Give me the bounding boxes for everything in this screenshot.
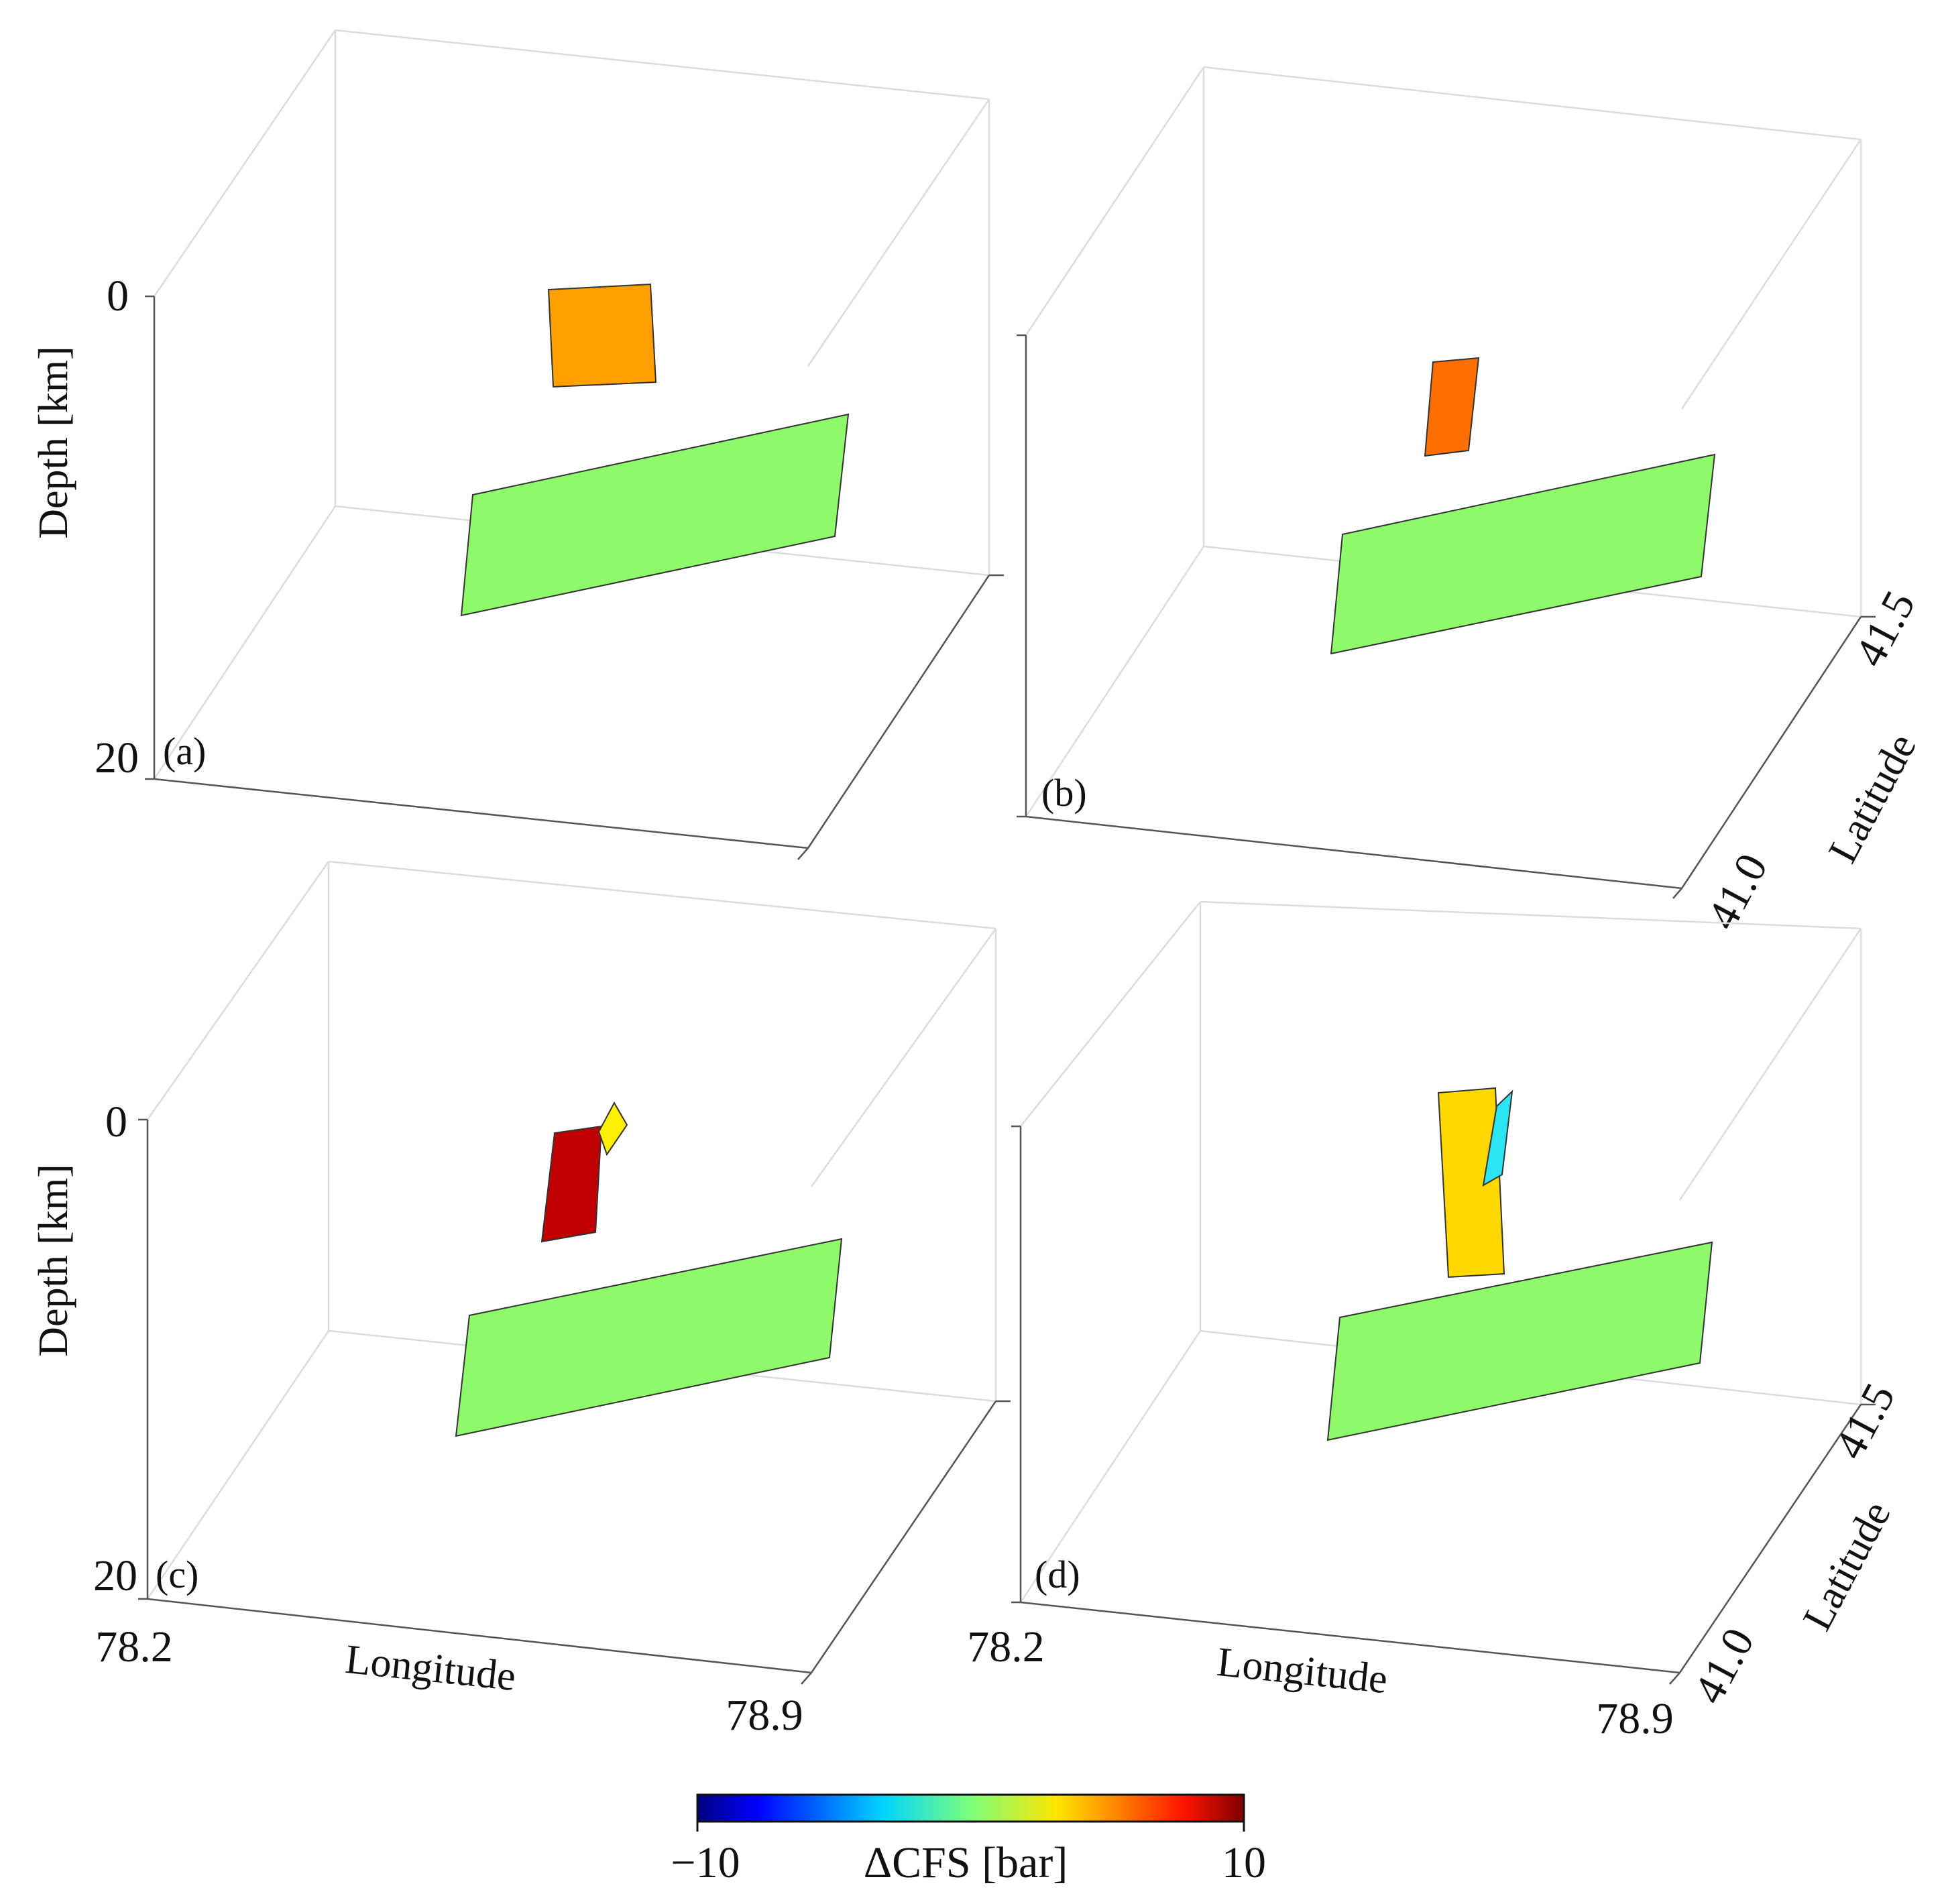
panel-d-lat-tick-41-0: 41.0 [1684, 1620, 1764, 1712]
panel-d-receiver-fault-branch [1482, 1089, 1513, 1187]
panel-c-label: (c) [156, 1553, 198, 1596]
panel-d-receiver-fault-main [1437, 1087, 1505, 1278]
colorbar-max-label: 10 [1222, 1838, 1266, 1887]
panel-b-box [1025, 66, 1862, 817]
panel-a-depth-tick-0: 0 [107, 272, 129, 320]
panel-b-axes [1017, 334, 1876, 899]
panel-a-receiver-fault [547, 283, 657, 388]
panel-c-ylabel: Depth [km] [31, 1164, 76, 1357]
colorbar-gradient [696, 1793, 1245, 1823]
panel-d-axes [1011, 1125, 1876, 1685]
panel-c-source-fault [455, 1238, 843, 1437]
panel-b: (b) 41.5 41.0 Latitude [1017, 66, 1925, 937]
panel-d-lon-tick-78-9: 78.9 [1596, 1694, 1674, 1743]
panel-b-lat-label: Latitude [1820, 726, 1925, 870]
panel-d-lat-tick-41-5: 41.5 [1825, 1376, 1905, 1467]
panel-d-xlabel: Longitude [1215, 1639, 1390, 1702]
panel-c-depth-tick-20: 20 [93, 1551, 137, 1600]
panel-d-label: (d) [1035, 1553, 1080, 1596]
colorbar-title: ΔCFS [bar] [864, 1838, 1068, 1887]
panel-c-lon-tick-78-2: 78.2 [95, 1622, 173, 1671]
panel-c-depth-tick-0: 0 [105, 1097, 127, 1146]
panel-d: (d) 78.2 78.9 Longitude 41.5 41.0 Latitu… [967, 900, 1905, 1743]
colorbar: −10 10 ΔCFS [bar] [671, 1793, 1266, 1887]
panel-b-lat-tick-41-5: 41.5 [1845, 583, 1925, 674]
panel-a-depth-tick-20: 20 [95, 733, 139, 782]
panel-c-box [146, 860, 997, 1600]
panel-a-source-fault [460, 413, 850, 617]
panel-a-label: (a) [163, 729, 206, 773]
panel-c: 0 20 Depth [km] (c) 78.2 78.9 Longitude [31, 860, 1011, 1740]
panel-d-source-fault [1326, 1241, 1713, 1441]
panel-b-source-fault [1330, 453, 1716, 655]
panel-d-lon-tick-78-2: 78.2 [967, 1622, 1045, 1671]
colorbar-min-label: −10 [671, 1838, 740, 1887]
panel-c-lon-tick-78-9: 78.9 [726, 1691, 803, 1740]
panel-b-receiver-fault [1424, 357, 1480, 457]
panel-b-label: (b) [1041, 771, 1087, 815]
panel-a-axes [145, 295, 1004, 860]
panel-a-ylabel: Depth [km] [31, 346, 76, 539]
panel-d-lat-label: Latitude [1794, 1494, 1900, 1637]
panel-a: 0 20 Depth [km] (a) [31, 29, 1004, 860]
panel-a-box [153, 29, 990, 780]
panel-c-receiver-fault-branch [597, 1101, 628, 1156]
panel-d-box [1019, 900, 1862, 1603]
panel-c-xlabel: Longitude [343, 1637, 518, 1700]
panel-c-axes [138, 1118, 1011, 1685]
panel-c-receiver-fault-main [540, 1125, 603, 1243]
